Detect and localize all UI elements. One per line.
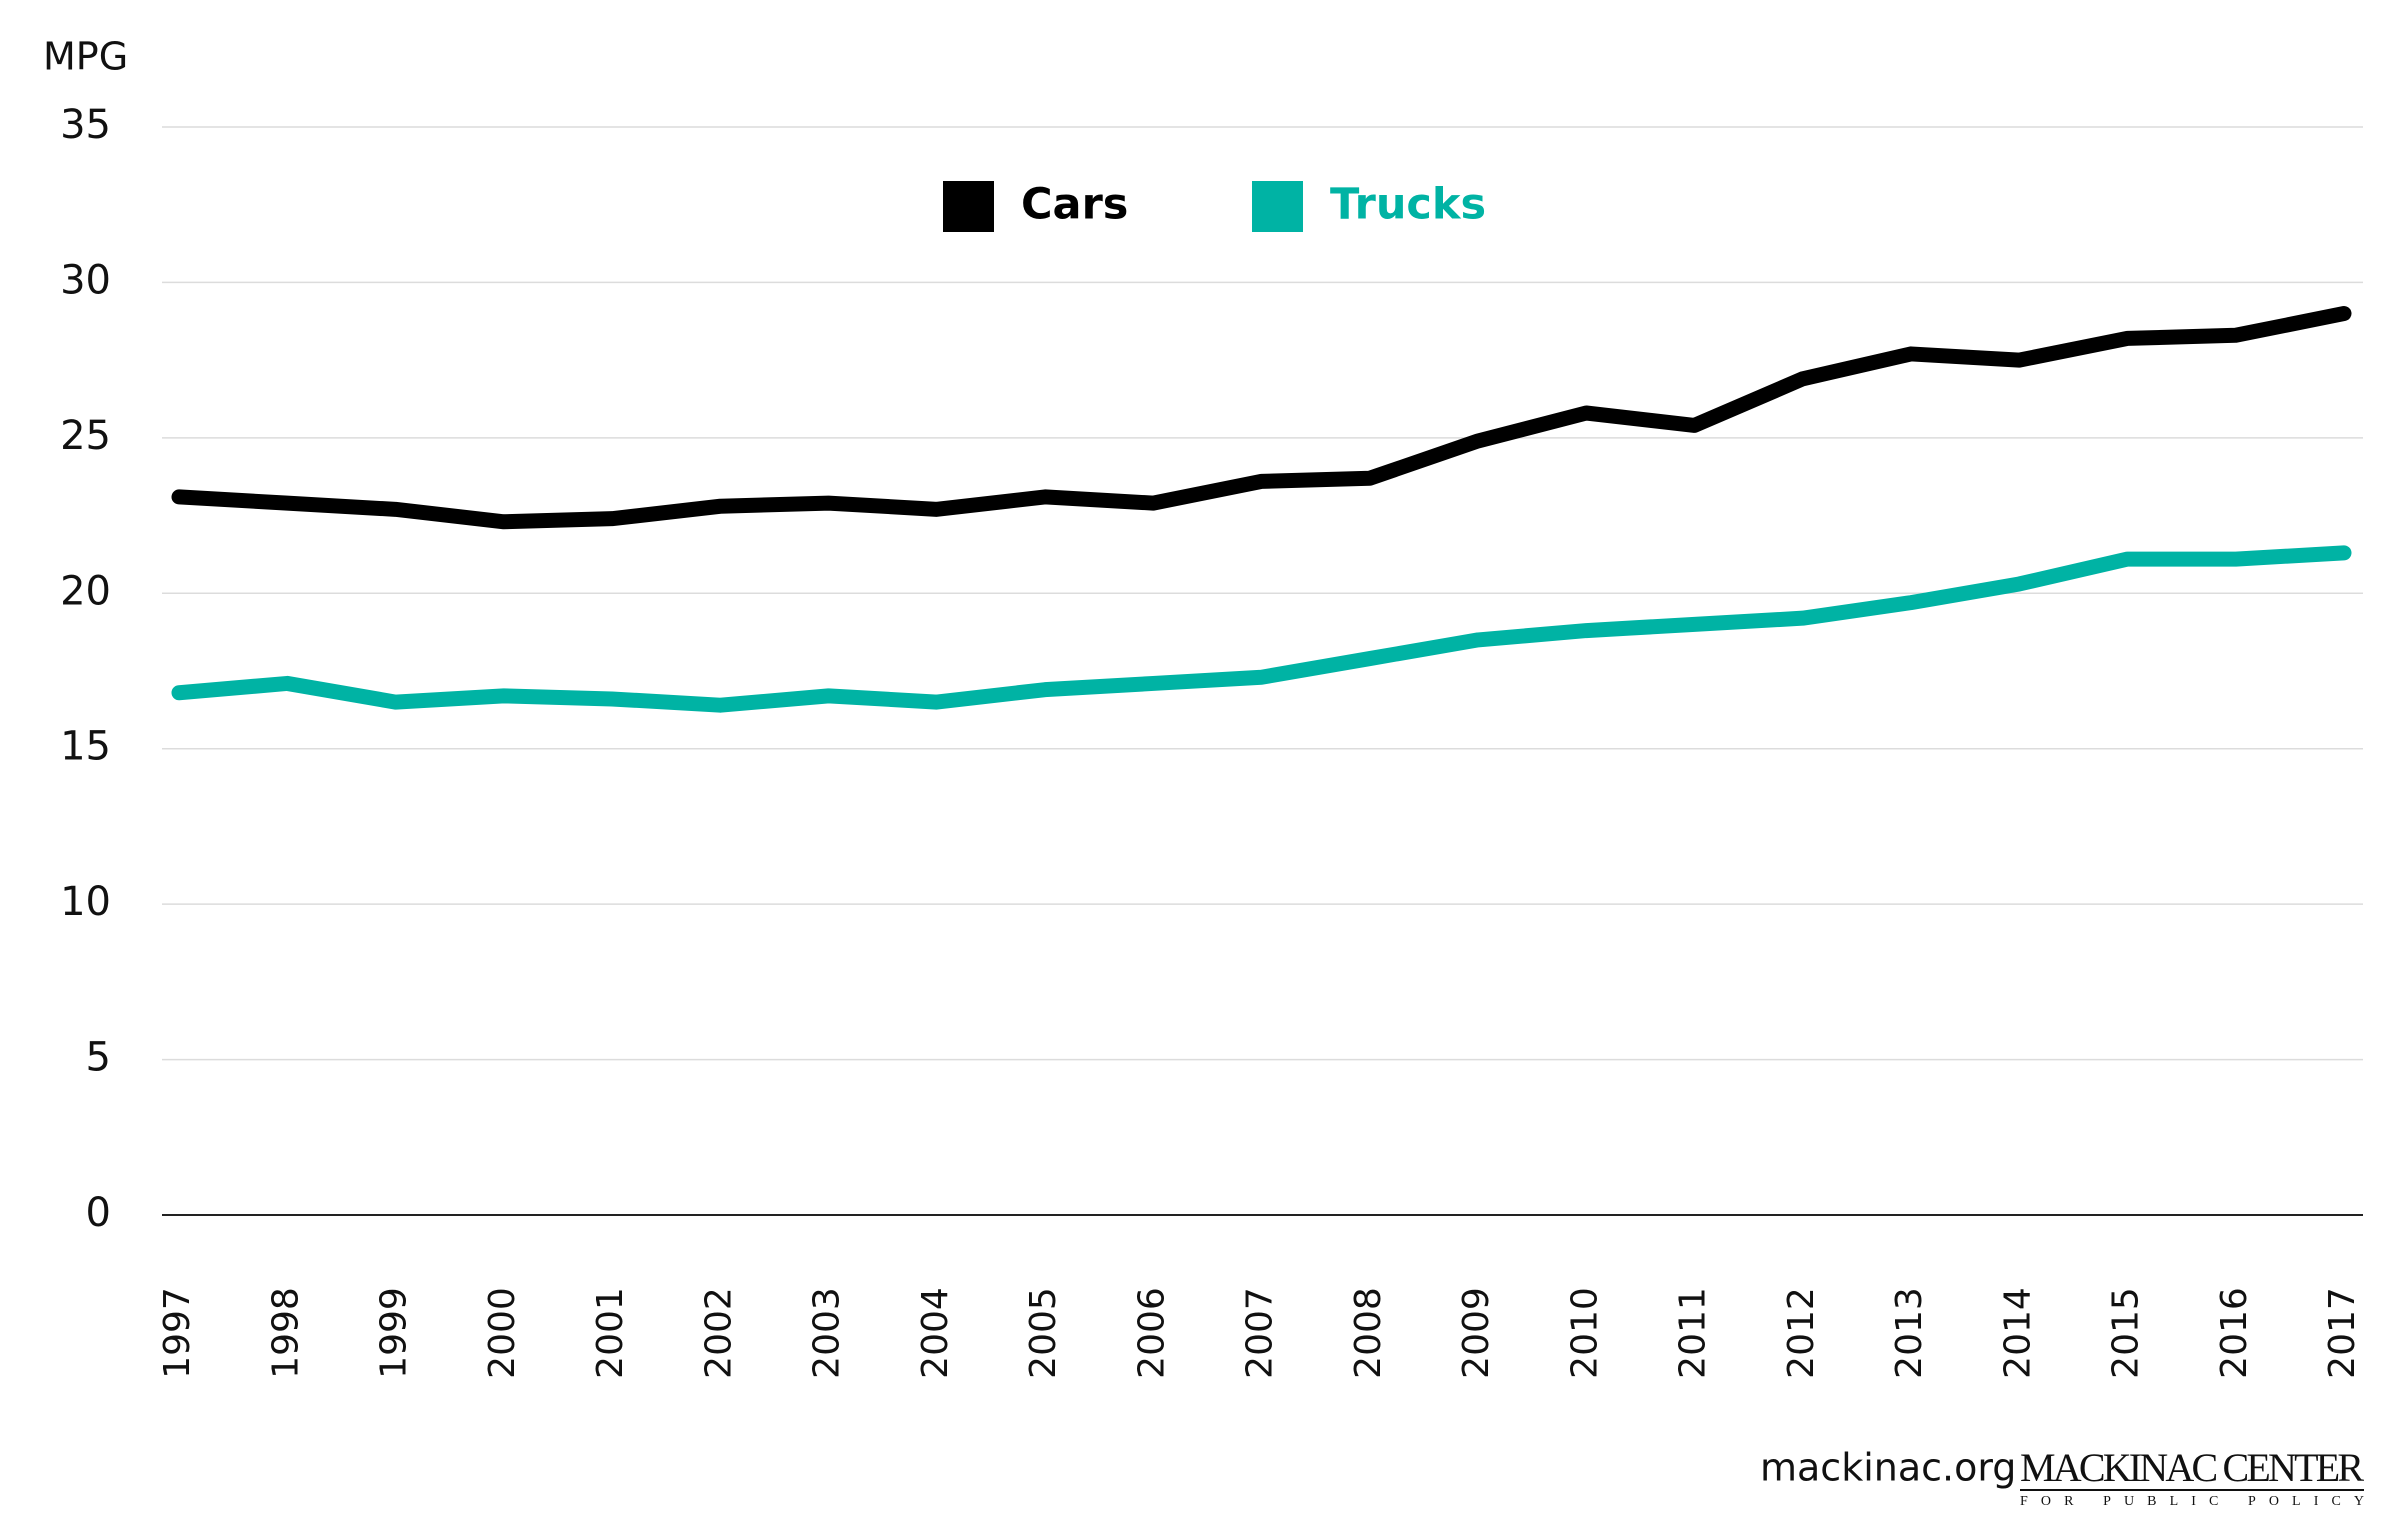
x-tick-label: 2010 <box>1564 1287 1605 1379</box>
x-tick-label: 2006 <box>1131 1287 1172 1379</box>
x-tick-label: 2005 <box>1023 1287 1064 1379</box>
legend-swatch <box>1252 181 1303 232</box>
data-line <box>171 545 2352 713</box>
footer-site: mackinac.org <box>1760 1446 2016 1490</box>
logo-tagline: FOR PUBLIC POLICY <box>2020 1494 2364 1509</box>
y-tick-label: 15 <box>60 724 111 770</box>
x-tick-label: 2002 <box>698 1287 739 1379</box>
y-tick-label: 30 <box>60 257 111 303</box>
legend-label: Trucks <box>1330 180 1486 230</box>
y-tick-label: 35 <box>60 102 111 148</box>
x-tick-label: 1999 <box>374 1287 415 1379</box>
legend-swatch <box>943 181 994 232</box>
logo: MACKINAC CENTER FOR PUBLIC POLICY <box>2020 1445 2364 1509</box>
y-tick-label: 10 <box>60 879 111 925</box>
logo-name: MACKINAC CENTER <box>2020 1445 2364 1490</box>
y-tick-label: 25 <box>60 413 111 459</box>
x-tick-label: 2001 <box>590 1287 631 1379</box>
x-tick-label: 2014 <box>1997 1287 2038 1379</box>
legend-label: Cars <box>1021 180 1128 230</box>
y-tick-label: 5 <box>86 1035 111 1081</box>
data-line <box>171 306 2352 530</box>
y-tick-label: 20 <box>60 568 111 614</box>
x-tick-label: 2011 <box>1673 1287 1714 1379</box>
x-tick-label: 2000 <box>482 1287 523 1379</box>
x-tick-label: 2009 <box>1456 1287 1497 1379</box>
x-tick-label: 2012 <box>1781 1287 1822 1379</box>
x-tick-label: 2008 <box>1348 1287 1389 1379</box>
x-tick-label: 2003 <box>807 1287 848 1379</box>
y-axis-label: MPG <box>43 35 128 79</box>
legend: Cars Trucks <box>943 180 1486 232</box>
x-tick-label: 2013 <box>1889 1287 1930 1379</box>
x-tick-label: 2015 <box>2106 1287 2147 1379</box>
x-tick-label: 1998 <box>265 1287 306 1379</box>
x-tick-label: 2004 <box>915 1287 956 1379</box>
x-tick-label: 2016 <box>2214 1287 2255 1379</box>
x-tick-label: 1997 <box>157 1287 198 1379</box>
y-tick-label: 0 <box>86 1190 111 1236</box>
x-tick-label: 2007 <box>1240 1287 1281 1379</box>
x-tick-label: 2017 <box>2322 1287 2363 1379</box>
